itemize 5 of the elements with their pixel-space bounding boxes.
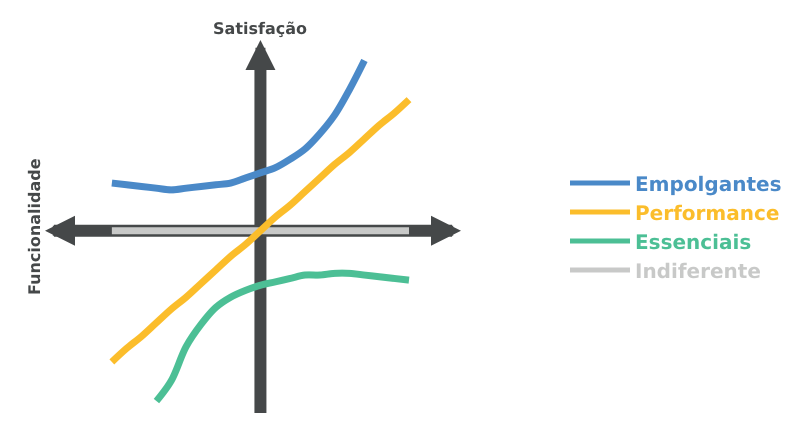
legend-label: Empolgantes	[635, 172, 782, 196]
chart-title: Satisfação	[213, 19, 308, 38]
legend-label: Performance	[635, 200, 780, 225]
legend-label: Essenciais	[635, 230, 752, 254]
y-axis-title: Funcionalidade	[25, 158, 44, 295]
